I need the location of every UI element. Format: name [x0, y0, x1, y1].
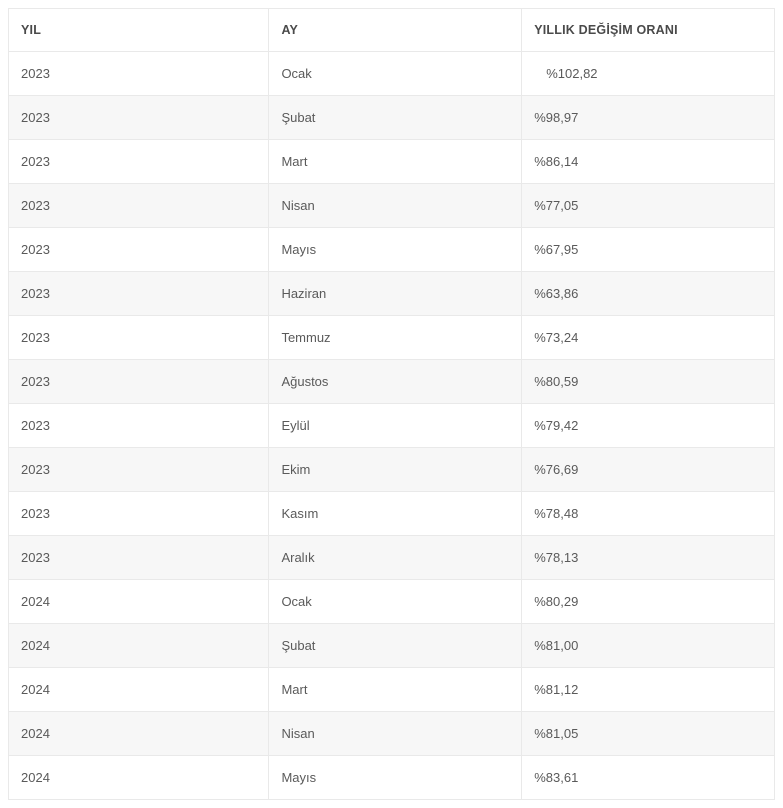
table-row: 2023Haziran%63,86: [9, 272, 775, 316]
cell-yil: 2023: [9, 316, 269, 360]
col-header-yil: YIL: [9, 9, 269, 52]
cell-oran: %81,00: [522, 624, 775, 668]
cell-oran: %102,82: [522, 52, 775, 96]
cell-ay: Mayıs: [269, 756, 522, 800]
table-row: 2023Mart%86,14: [9, 140, 775, 184]
cell-yil: 2023: [9, 272, 269, 316]
cell-yil: 2024: [9, 668, 269, 712]
table-row: 2023Temmuz%73,24: [9, 316, 775, 360]
cell-ay: Temmuz: [269, 316, 522, 360]
table-row: 2023Kasım%78,48: [9, 492, 775, 536]
cell-oran: %76,69: [522, 448, 775, 492]
table-row: 2023Şubat%98,97: [9, 96, 775, 140]
cell-ay: Ağustos: [269, 360, 522, 404]
cell-yil: 2023: [9, 140, 269, 184]
cell-yil: 2023: [9, 536, 269, 580]
cell-yil: 2023: [9, 492, 269, 536]
table-body: 2023Ocak %102,822023Şubat%98,972023Mart%…: [9, 52, 775, 800]
cell-ay: Ocak: [269, 580, 522, 624]
cell-yil: 2024: [9, 624, 269, 668]
cell-yil: 2023: [9, 96, 269, 140]
cell-oran: %98,97: [522, 96, 775, 140]
cell-ay: Nisan: [269, 184, 522, 228]
cell-ay: Haziran: [269, 272, 522, 316]
cell-yil: 2023: [9, 228, 269, 272]
table-header-row: YIL AY YILLIK DEĞİŞİM ORANI: [9, 9, 775, 52]
cell-yil: 2024: [9, 756, 269, 800]
cell-yil: 2023: [9, 448, 269, 492]
cell-oran: %83,61: [522, 756, 775, 800]
cell-ay: Şubat: [269, 96, 522, 140]
cell-yil: 2023: [9, 52, 269, 96]
cell-yil: 2023: [9, 184, 269, 228]
cell-yil: 2023: [9, 404, 269, 448]
table-row: 2023Mayıs%67,95: [9, 228, 775, 272]
cell-ay: Mayıs: [269, 228, 522, 272]
col-header-ay: AY: [269, 9, 522, 52]
table-row: 2024Şubat%81,00: [9, 624, 775, 668]
cell-ay: Nisan: [269, 712, 522, 756]
table-row: 2024Nisan%81,05: [9, 712, 775, 756]
cell-oran: %67,95: [522, 228, 775, 272]
cell-ay: Eylül: [269, 404, 522, 448]
table-row: 2023Aralık%78,13: [9, 536, 775, 580]
cell-oran: %81,12: [522, 668, 775, 712]
table-row: 2023Nisan%77,05: [9, 184, 775, 228]
cell-oran: %80,29: [522, 580, 775, 624]
cell-oran: %78,13: [522, 536, 775, 580]
cell-ay: Aralık: [269, 536, 522, 580]
cell-oran: %79,42: [522, 404, 775, 448]
table-row: 2023Ekim%76,69: [9, 448, 775, 492]
table-row: 2024Ocak%80,29: [9, 580, 775, 624]
table-row: 2024Mayıs%83,61: [9, 756, 775, 800]
cell-oran: %80,59: [522, 360, 775, 404]
cell-oran: %81,05: [522, 712, 775, 756]
cell-ay: Ocak: [269, 52, 522, 96]
cell-ay: Mart: [269, 140, 522, 184]
cell-oran: %73,24: [522, 316, 775, 360]
cell-ay: Mart: [269, 668, 522, 712]
table-row: 2023Ocak %102,82: [9, 52, 775, 96]
col-header-oran: YILLIK DEĞİŞİM ORANI: [522, 9, 775, 52]
cell-yil: 2024: [9, 712, 269, 756]
cell-yil: 2023: [9, 360, 269, 404]
cell-ay: Kasım: [269, 492, 522, 536]
table-row: 2023Ağustos%80,59: [9, 360, 775, 404]
cell-ay: Şubat: [269, 624, 522, 668]
cell-oran: %77,05: [522, 184, 775, 228]
table-header: YIL AY YILLIK DEĞİŞİM ORANI: [9, 9, 775, 52]
table-row: 2024Mart%81,12: [9, 668, 775, 712]
cell-oran: %86,14: [522, 140, 775, 184]
data-table: YIL AY YILLIK DEĞİŞİM ORANI 2023Ocak %10…: [8, 8, 775, 800]
cell-oran: %78,48: [522, 492, 775, 536]
cell-ay: Ekim: [269, 448, 522, 492]
cell-oran: %63,86: [522, 272, 775, 316]
cell-yil: 2024: [9, 580, 269, 624]
table-row: 2023Eylül%79,42: [9, 404, 775, 448]
